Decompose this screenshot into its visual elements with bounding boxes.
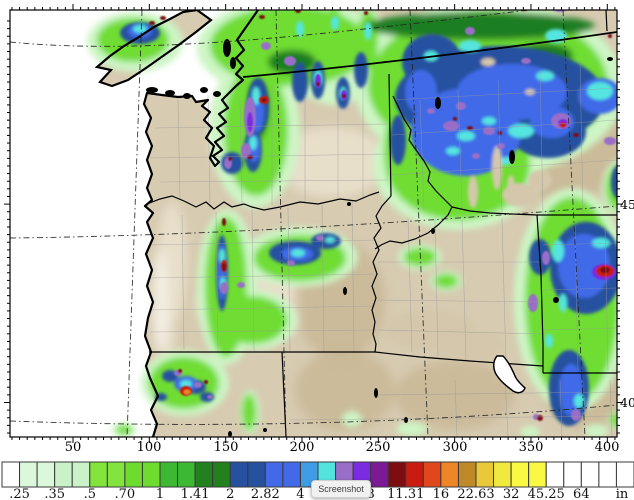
colorbar-label: .25 [9, 487, 30, 500]
small-island-or-lake-mark [223, 39, 231, 57]
colorbar-cell [580, 461, 600, 488]
colorbar-cell [89, 461, 108, 488]
coastline [142, 10, 259, 437]
small-island-or-lake-mark [230, 57, 236, 69]
x-axis-label: 100 [137, 440, 162, 455]
colorbar-cell [141, 461, 161, 488]
colorbar-cell [440, 461, 459, 488]
colorbar-canvas: .25.35.5.7011.4122.8245.66811.311622.633… [1, 461, 634, 500]
small-island-or-lake-mark [607, 57, 613, 61]
small-island-or-lake-mark [228, 431, 232, 437]
small-island-or-lake-mark [435, 97, 441, 109]
colorbar-cell [405, 461, 424, 488]
colorbar-cell [264, 461, 284, 488]
colorbar-cell [36, 461, 56, 488]
colorbar-cell [387, 461, 407, 488]
colorbar-label: 1.41 [181, 487, 210, 500]
colorbar-cell [159, 461, 179, 488]
colorbar-label: .70 [115, 487, 136, 500]
colorbar-cell [528, 461, 547, 488]
map-canvas: 50 100 150 200 250 300 350 400 45 40 [4, 4, 634, 455]
colorbar-cell [475, 461, 495, 488]
colorbar-label: 11.31 [387, 487, 424, 500]
colorbar-cell [457, 461, 477, 488]
colorbar-cell [370, 461, 389, 488]
colorbar-label: 1 [156, 487, 164, 500]
colorbar-cell [54, 461, 73, 488]
small-island-or-lake-mark [165, 90, 175, 96]
colorbar-cell [545, 461, 565, 488]
latitude-label: 45 [620, 197, 634, 212]
colorbar-cell [493, 461, 512, 488]
small-island-or-lake-mark [200, 87, 208, 93]
colorbar-label: .5 [84, 487, 96, 500]
colorbar-label: 22.63 [457, 487, 494, 500]
colorbar-cell [124, 461, 143, 488]
colorbar-cell [247, 461, 266, 488]
latlon-graticules [10, 10, 617, 437]
small-island-or-lake-mark [146, 87, 158, 93]
x-axis-label: 50 [65, 440, 82, 455]
screenshot-badge-label: Screenshot [318, 484, 364, 494]
county-lines [149, 59, 617, 437]
colorbar-cell [1, 461, 21, 488]
colorbar-label: .35 [44, 487, 65, 500]
precipitation-map: 50 100 150 200 250 300 350 400 45 40 [4, 4, 634, 455]
colorbar-label: 64 [573, 487, 590, 500]
colorbar-cell [19, 461, 38, 488]
x-axis-label: 350 [519, 440, 544, 455]
colorbar-cell [229, 461, 249, 488]
small-island-or-lake-mark [553, 297, 559, 303]
colorbar-label: 32 [503, 487, 520, 500]
great-salt-lake [493, 355, 526, 394]
latitude-label: 40 [620, 395, 634, 410]
state-borders [146, 10, 617, 437]
small-island-or-lake-mark [343, 287, 347, 295]
colorbar-cell [510, 461, 530, 488]
colorbar-cell [194, 461, 214, 488]
colorbar: .25.35.5.7011.4122.8245.66811.311622.633… [0, 455, 634, 500]
x-axis-label: 200 [290, 440, 315, 455]
colorbar-label: 16 [433, 487, 450, 500]
colorbar-label: 45.25 [528, 487, 565, 500]
colorbar-label: 2 [226, 487, 234, 500]
colorbar-label: 2.82 [251, 487, 280, 500]
axis-ticks [4, 4, 623, 443]
map-layers [10, 10, 617, 437]
map-frame [9, 9, 618, 438]
us-canada-border [242, 31, 617, 78]
screenshot-thumbnail-badge[interactable]: Screenshot [311, 480, 371, 498]
x-axis-label: 150 [214, 440, 239, 455]
colorbar-cell [177, 461, 196, 488]
small-island-or-lake-mark [509, 150, 515, 164]
colorbar-cell [106, 461, 126, 488]
x-axis-label: 400 [595, 440, 620, 455]
colorbar-cell [598, 461, 617, 488]
small-island-or-lake-mark [263, 428, 267, 432]
precip-layer-cores [149, 10, 616, 421]
x-axis-label: 300 [443, 440, 468, 455]
colorbar-cell [615, 461, 634, 488]
small-island-or-lake-mark [213, 91, 221, 97]
colorbar-unit: in [616, 487, 629, 500]
colorbar-cell [422, 461, 442, 488]
colorbar-cell [282, 461, 301, 488]
small-island-or-lake-mark [183, 93, 191, 99]
small-island-or-lake-mark [347, 202, 351, 206]
island-coastline [94, 10, 213, 88]
small-island-or-lake-mark [374, 388, 378, 398]
x-axis-label: 250 [366, 440, 391, 455]
colorbar-cell [563, 461, 582, 488]
colorbar-cell [71, 461, 91, 488]
colorbar-cell [212, 461, 231, 488]
colorbar-label: 4 [296, 487, 304, 500]
